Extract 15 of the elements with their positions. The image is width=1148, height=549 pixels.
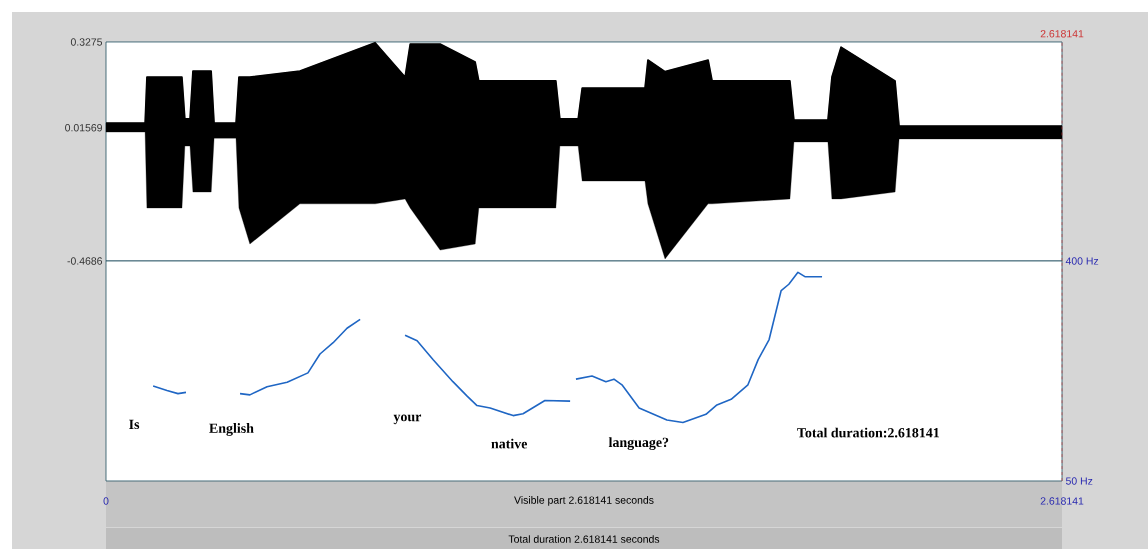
y-tick-label: -0.4686 (67, 257, 103, 265)
x-axis-title: Visible part 2.618141 seconds (514, 496, 654, 506)
ref-line-label: 2.618141 (1040, 30, 1084, 38)
y-tick-label: 0.01569 (65, 124, 102, 132)
text: Total duration 2.618141 seconds (508, 535, 660, 543)
annotation: English (209, 423, 254, 436)
annotation: Is (129, 419, 140, 430)
annotation: native (491, 438, 528, 449)
y-tick-label: 50 Hz (1065, 477, 1093, 485)
y-tick-label: 400 Hz (1065, 257, 1099, 265)
y-tick-label: 0.3275 (70, 38, 103, 46)
x-tick-label: 0 (103, 497, 109, 505)
annotation: Total duration:2.618141 (797, 427, 940, 438)
annotation: your (393, 414, 422, 425)
annotation: language? (608, 437, 669, 450)
